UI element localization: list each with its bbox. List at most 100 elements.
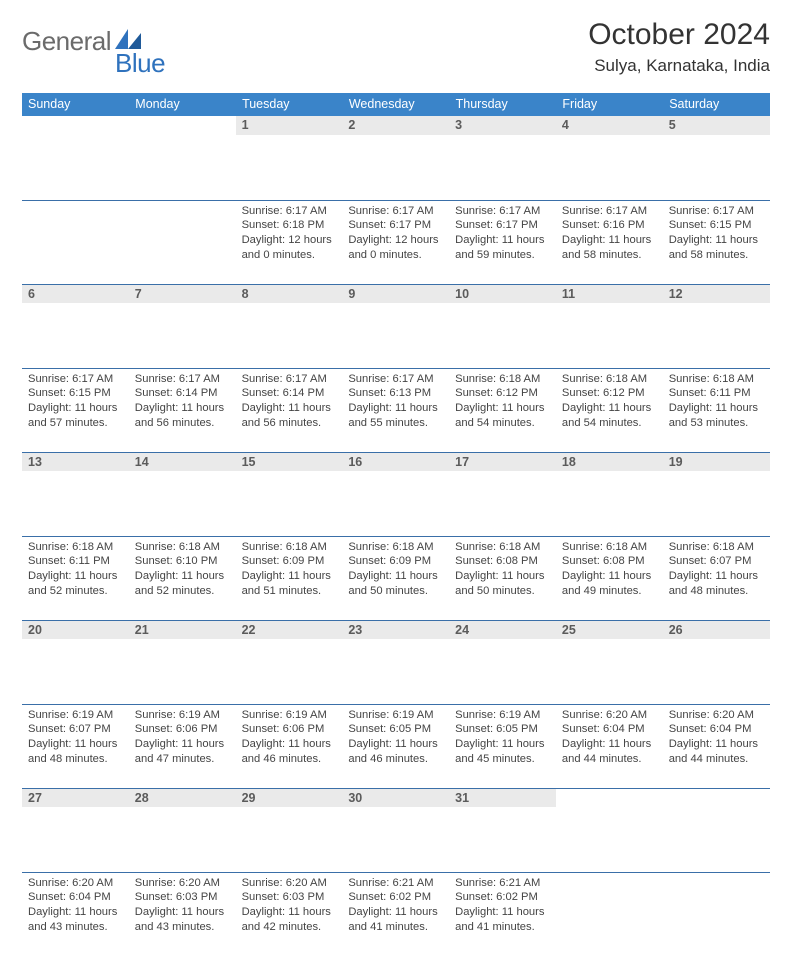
day-number: 5 xyxy=(663,116,770,135)
sunset-text: Sunset: 6:15 PM xyxy=(28,386,123,401)
calendar-body: 12 345 Sunrise: 6:17 AMSunset: 6:18 PMDayl… xyxy=(22,116,770,956)
sunrise-text: Sunrise: 6:18 AM xyxy=(242,540,337,555)
sunrise-text: Sunrise: 6:17 AM xyxy=(242,204,337,219)
daylight-text-line1: Daylight: 11 hours xyxy=(455,737,550,752)
day-cell: Sunrise: 6:19 AMSunset: 6:05 PMDaylight:… xyxy=(342,704,449,788)
sunrise-text: Sunrise: 6:17 AM xyxy=(348,204,443,219)
day-cell: Sunrise: 6:21 AMSunset: 6:02 PMDaylight:… xyxy=(449,872,556,956)
sunset-text: Sunset: 6:09 PM xyxy=(242,554,337,569)
day-cell: Sunrise: 6:17 AMSunset: 6:16 PMDaylight:… xyxy=(556,200,663,284)
sunrise-text: Sunrise: 6:17 AM xyxy=(455,204,550,219)
daylight-text-line2: and 41 minutes. xyxy=(348,920,443,935)
daylight-text-line2: and 56 minutes. xyxy=(242,416,337,431)
daylight-text-line2: and 50 minutes. xyxy=(455,584,550,599)
daylight-text-line2: and 58 minutes. xyxy=(562,248,657,263)
daylight-text-line2: and 55 minutes. xyxy=(348,416,443,431)
day-number: 31 xyxy=(449,789,556,808)
day-cell: Sunrise: 6:17 AMSunset: 6:14 PMDaylight:… xyxy=(129,368,236,452)
day-number: 10 xyxy=(449,285,556,304)
day-number: 24 xyxy=(449,621,556,640)
day-number: 7 xyxy=(129,285,236,304)
day-cell: Sunrise: 6:18 AMSunset: 6:09 PMDaylight:… xyxy=(236,536,343,620)
day-number: 27 xyxy=(22,789,129,808)
daylight-text-line1: Daylight: 11 hours xyxy=(669,569,764,584)
daylight-text-line2: and 0 minutes. xyxy=(242,248,337,263)
sunset-text: Sunset: 6:06 PM xyxy=(135,722,230,737)
daylight-text-line2: and 58 minutes. xyxy=(669,248,764,263)
weekday-header: Tuesday xyxy=(236,93,343,116)
sunset-text: Sunset: 6:11 PM xyxy=(28,554,123,569)
daylight-text-line2: and 46 minutes. xyxy=(348,752,443,767)
day-number: 15 xyxy=(236,453,343,472)
week-daynum-row: 13141516171819 xyxy=(22,452,770,536)
sunset-text: Sunset: 6:04 PM xyxy=(28,890,123,905)
day-cell: Sunrise: 6:18 AMSunset: 6:07 PMDaylight:… xyxy=(663,536,770,620)
sunset-text: Sunset: 6:16 PM xyxy=(562,218,657,233)
day-number: 13 xyxy=(22,453,129,472)
daylight-text-line2: and 46 minutes. xyxy=(242,752,337,767)
calendar-page: General Blue October 2024 Sulya, Karnata… xyxy=(0,0,792,612)
day-number: 26 xyxy=(663,621,770,640)
daylight-text-line1: Daylight: 11 hours xyxy=(135,905,230,920)
daylight-text-line2: and 44 minutes. xyxy=(669,752,764,767)
daylight-text-line1: Daylight: 11 hours xyxy=(135,737,230,752)
sunrise-text: Sunrise: 6:19 AM xyxy=(28,708,123,723)
daylight-text-line2: and 48 minutes. xyxy=(28,752,123,767)
day-cell: Sunrise: 6:18 AMSunset: 6:10 PMDaylight:… xyxy=(129,536,236,620)
day-number: 22 xyxy=(236,621,343,640)
sunrise-text: Sunrise: 6:17 AM xyxy=(562,204,657,219)
week-content-row: Sunrise: 6:19 AMSunset: 6:07 PMDaylight:… xyxy=(22,704,770,788)
sunset-text: Sunset: 6:04 PM xyxy=(562,722,657,737)
sunrise-text: Sunrise: 6:18 AM xyxy=(455,372,550,387)
day-cell: Sunrise: 6:20 AMSunset: 6:03 PMDaylight:… xyxy=(236,872,343,956)
daylight-text-line2: and 52 minutes. xyxy=(135,584,230,599)
page-header: General Blue October 2024 Sulya, Karnata… xyxy=(22,18,770,79)
daylight-text-line2: and 57 minutes. xyxy=(28,416,123,431)
day-number: 12 xyxy=(663,285,770,304)
month-year-title: October 2024 xyxy=(588,18,770,52)
sunset-text: Sunset: 6:02 PM xyxy=(455,890,550,905)
day-number: 2 xyxy=(342,116,449,135)
sunrise-text: Sunrise: 6:17 AM xyxy=(242,372,337,387)
daylight-text-line1: Daylight: 11 hours xyxy=(242,569,337,584)
brand-logo: General Blue xyxy=(22,26,165,79)
weekday-header: Monday xyxy=(129,93,236,116)
day-number: 6 xyxy=(22,285,129,304)
day-number: 28 xyxy=(129,789,236,808)
daylight-text-line1: Daylight: 11 hours xyxy=(669,233,764,248)
sunset-text: Sunset: 6:04 PM xyxy=(669,722,764,737)
daylight-text-line1: Daylight: 11 hours xyxy=(562,569,657,584)
day-cell: Sunrise: 6:20 AMSunset: 6:04 PMDaylight:… xyxy=(556,704,663,788)
sunset-text: Sunset: 6:14 PM xyxy=(135,386,230,401)
daylight-text-line1: Daylight: 11 hours xyxy=(455,233,550,248)
sunrise-text: Sunrise: 6:17 AM xyxy=(669,204,764,219)
day-number: 17 xyxy=(449,453,556,472)
daylight-text-line2: and 45 minutes. xyxy=(455,752,550,767)
daylight-text-line1: Daylight: 11 hours xyxy=(135,569,230,584)
day-cell: Sunrise: 6:18 AMSunset: 6:12 PMDaylight:… xyxy=(556,368,663,452)
sunset-text: Sunset: 6:09 PM xyxy=(348,554,443,569)
week-daynum-row: 6789101112 xyxy=(22,284,770,368)
day-cell: Sunrise: 6:17 AMSunset: 6:13 PMDaylight:… xyxy=(342,368,449,452)
daylight-text-line2: and 50 minutes. xyxy=(348,584,443,599)
day-cell: Sunrise: 6:17 AMSunset: 6:17 PMDaylight:… xyxy=(342,200,449,284)
brand-word-2: Blue xyxy=(115,26,165,79)
daylight-text-line1: Daylight: 11 hours xyxy=(455,905,550,920)
day-number xyxy=(22,116,129,135)
daylight-text-line1: Daylight: 11 hours xyxy=(348,905,443,920)
daylight-text-line1: Daylight: 11 hours xyxy=(242,737,337,752)
day-cell xyxy=(663,872,770,956)
sunset-text: Sunset: 6:07 PM xyxy=(669,554,764,569)
sunrise-text: Sunrise: 6:21 AM xyxy=(348,876,443,891)
sunrise-text: Sunrise: 6:20 AM xyxy=(562,708,657,723)
day-number: 3 xyxy=(449,116,556,135)
daylight-text-line1: Daylight: 12 hours xyxy=(242,233,337,248)
daylight-text-line1: Daylight: 11 hours xyxy=(28,905,123,920)
weekday-header: Friday xyxy=(556,93,663,116)
sunset-text: Sunset: 6:05 PM xyxy=(455,722,550,737)
day-cell: Sunrise: 6:17 AMSunset: 6:18 PMDaylight:… xyxy=(236,200,343,284)
week-content-row: Sunrise: 6:20 AMSunset: 6:04 PMDaylight:… xyxy=(22,872,770,956)
daylight-text-line2: and 54 minutes. xyxy=(455,416,550,431)
daylight-text-line1: Daylight: 11 hours xyxy=(562,401,657,416)
day-number: 4 xyxy=(556,116,663,135)
